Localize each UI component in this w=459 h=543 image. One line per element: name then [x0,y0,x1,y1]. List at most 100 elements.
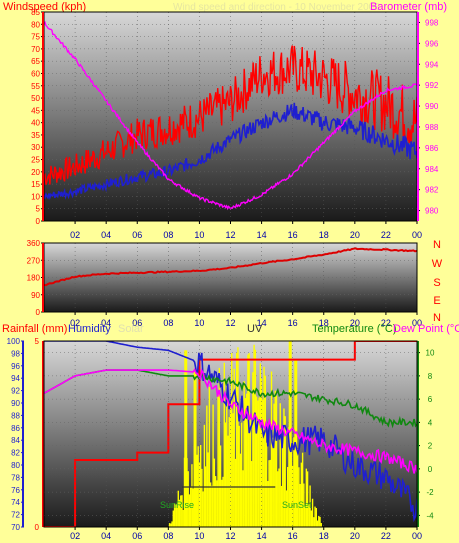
humidity-tick-label: 88 [11,411,20,420]
p3-x-tick-label: 02 [70,531,80,541]
humidity-tick-label: 100 [7,337,21,346]
p3-x-tick-label: 18 [319,531,329,541]
humidity-tick-label: 78 [11,473,20,482]
humidity-tick-label: 82 [11,449,20,458]
baro-tick-label: 994 [425,60,439,69]
compass-letter: N [433,239,441,251]
wind-tick-label: 30 [31,143,40,152]
p2-x-tick-label: 20 [350,318,360,328]
baro-tick-label: 986 [425,144,439,153]
humidity-tick-label: 70 [11,523,20,532]
humidity-tick-label: 72 [11,511,20,520]
faint-title: Wind speed and direction - 10 November 2… [173,2,380,13]
p3-x-tick-label: 12 [225,531,235,541]
p2-x-tick-label: 06 [132,318,142,328]
dir-tick-label: 180 [27,274,41,283]
baro-tick-label: 990 [425,102,439,111]
p3-x-tick-label: 16 [288,531,298,541]
temp-tick-label: 10 [426,349,435,358]
windspeed-axis-label: Windspeed (kph) [3,1,86,13]
solar-spike [193,368,197,527]
avg-series [44,102,417,201]
compass-letter: S [433,277,440,289]
barometer-axis-label: Barometer (mb) [370,1,447,13]
p2-x-tick-label: 16 [288,318,298,328]
p2-x-tick-label: 04 [101,318,111,328]
solar-spike [288,341,292,527]
humidity-tick-label: 76 [11,486,20,495]
baro-tick-label: 996 [425,39,439,48]
wind-tick-label: 35 [31,131,40,140]
wind-tick-label: 25 [31,156,40,165]
p3-x-tick-label: 00 [412,531,422,541]
p1-x-tick-label: 10 [194,230,204,240]
solar-spike [184,350,188,527]
temperature-axis-label: Temperature (°C) [312,323,396,335]
p1-x-tick-label: 12 [225,230,235,240]
p1-x-tick-label: 14 [257,230,267,240]
solar-label: Solar [118,323,144,335]
humidity-label: Humidity [68,323,111,335]
dir-tick-label: 90 [31,291,40,300]
rainfall-axis-label: Rainfall (mm) [2,323,67,335]
temp-tick-label: 4 [428,418,433,427]
wind-tick-label: 20 [31,168,40,177]
p2-x-tick-label: 00 [412,318,422,328]
temp-tick-label: 6 [428,395,433,404]
uv-label: UV [247,323,263,335]
rain-tick-label: 5 [35,337,40,346]
humidity-tick-label: 92 [11,387,20,396]
wind-tick-label: 5 [36,205,41,214]
p1-x-tick-label: 16 [288,230,298,240]
temp-tick-label: 0 [428,465,433,474]
p1-x-tick-label: 18 [319,230,329,240]
temp-tick-label: 2 [428,442,433,451]
humidity-tick-label: 86 [11,424,20,433]
humidity-tick-label: 96 [11,362,20,371]
wind-tick-label: 65 [31,57,40,66]
compass-letter: W [432,258,443,270]
p1-x-tick-label: 22 [381,230,391,240]
p3-x-tick-label: 08 [163,531,173,541]
baro-tick-label: 998 [425,18,439,27]
p2-x-tick-label: 22 [381,318,391,328]
p3-x-tick-label: 06 [132,531,142,541]
p1-x-tick-label: 06 [132,230,142,240]
baro-tick-label: 984 [425,165,439,174]
temp-tick-label: 8 [428,372,433,381]
humidity-tick-label: 98 [11,349,20,358]
rain-tick-label: 0 [35,523,40,532]
baro-tick-label: 988 [425,123,439,132]
p2-x-tick-label: 12 [225,318,235,328]
p2-x-tick-label: 10 [194,318,204,328]
wind-tick-label: 70 [31,45,40,54]
panel3-frame [43,340,418,528]
dir-tick-label: 270 [27,256,41,265]
sunrise-label: SunRise [160,500,194,510]
p2-x-tick-label: 02 [70,318,80,328]
p1-x-tick-label: 00 [412,230,422,240]
dewpoint-series [44,367,417,474]
humidity-tick-label: 80 [11,461,20,470]
p1-x-tick-label: 08 [163,230,173,240]
baro-tick-label: 980 [425,207,439,216]
p3-x-tick-label: 04 [101,531,111,541]
p3-x-tick-label: 22 [381,531,391,541]
humidity-tick-label: 84 [11,436,20,445]
p1-x-tick-label: 20 [350,230,360,240]
humidity-tick-label: 94 [11,374,20,383]
sunset-label: SunSet [282,500,312,510]
baro-tick-label: 992 [425,81,439,90]
humidity-tick-label: 90 [11,399,20,408]
wind-tick-label: 0 [36,217,41,226]
p3-x-tick-label: 14 [257,531,267,541]
wind-tick-label: 80 [31,20,40,29]
p3-x-tick-label: 20 [350,531,360,541]
wind-tick-label: 50 [31,94,40,103]
wind-tick-label: 40 [31,119,40,128]
wind-tick-label: 15 [31,180,40,189]
temp-tick-label: -4 [426,511,434,520]
temp-tick-label: -2 [426,488,434,497]
p2-x-tick-label: 08 [163,318,173,328]
